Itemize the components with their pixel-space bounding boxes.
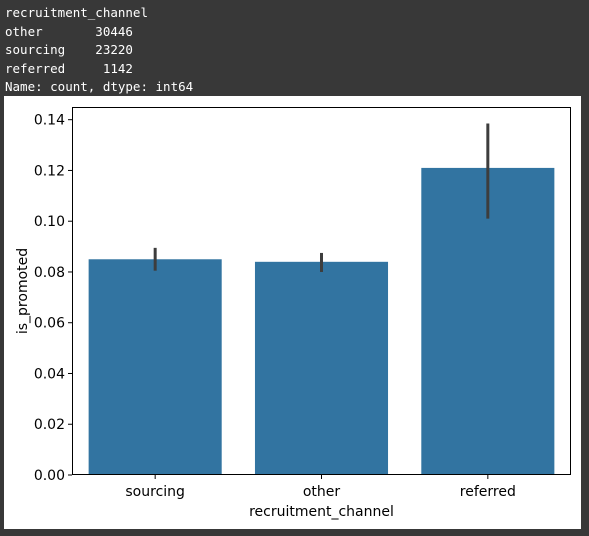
x-tick-label-referred: referred [460, 484, 516, 500]
y-tick-label: 0.10 [34, 214, 65, 230]
y-tick-label: 0.08 [34, 265, 65, 281]
x-tick-label-sourcing: sourcing [125, 484, 185, 500]
chart-figure: sourcing other referred 0.00 0.02 0.04 0.06 0.0… [4, 96, 581, 529]
console-line: Name: count, dtype: int64 [5, 79, 194, 94]
x-axis-title: recruitment_channel [249, 504, 394, 520]
bar-chart: sourcing other referred 0.00 0.02 0.04 0.06 0.0… [15, 107, 571, 520]
console-line: other 30446 [5, 23, 133, 39]
y-tick-label: 0.14 [34, 113, 65, 129]
y-axis-title: is_promoted [15, 248, 31, 334]
y-tick-label: 0.12 [34, 163, 65, 179]
bar-referred [421, 167, 555, 475]
x-tick-label-other: other [303, 484, 341, 500]
y-tick-label: 0.04 [34, 366, 65, 382]
console-line: referred 1142 [5, 60, 133, 76]
console-output: recruitment_channel other 30446 sourcing… [5, 4, 585, 97]
y-tick-label: 0.00 [34, 468, 65, 484]
y-tick-label: 0.02 [34, 417, 65, 433]
bar-sourcing [88, 259, 222, 475]
console-line: recruitment_channel [5, 5, 148, 20]
y-tick-label: 0.06 [34, 316, 65, 332]
console-line: sourcing 23220 [5, 42, 133, 57]
bar-other [254, 261, 389, 475]
plot-frame [72, 107, 571, 475]
